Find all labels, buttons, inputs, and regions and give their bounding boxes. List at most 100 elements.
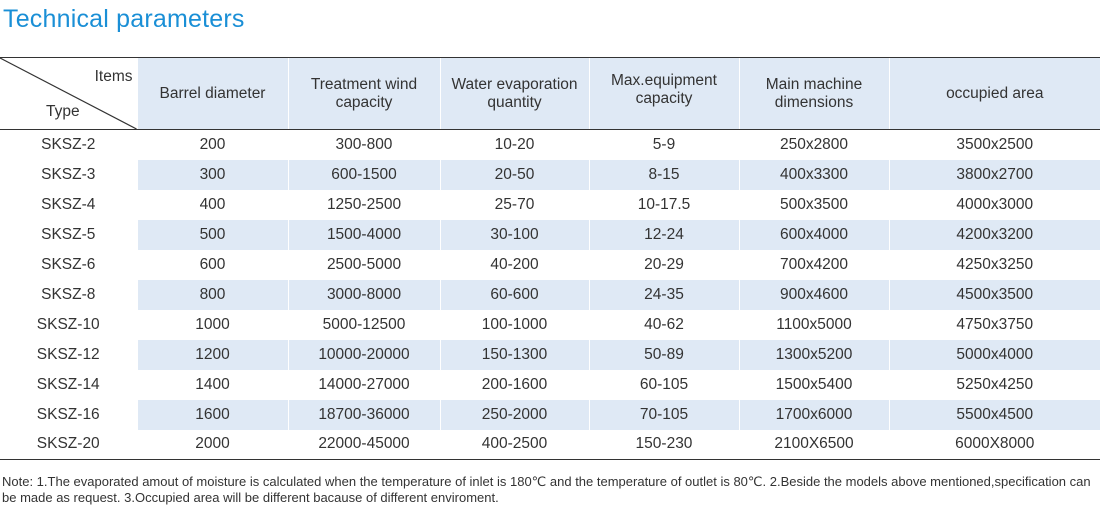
model-cell: SKSZ-14 xyxy=(0,369,137,400)
table-cell: 1600 xyxy=(136,399,288,430)
table-cell: 2000 xyxy=(136,429,288,460)
table-cell: 20-29 xyxy=(588,249,739,280)
table-cell: 1500-4000 xyxy=(287,219,440,250)
table-cell: 800 xyxy=(136,279,288,310)
table-cell: 1500x5400 xyxy=(738,369,889,400)
table-body: SKSZ-2 200 300-800 10-20 5-9 250x2800 3500x250… xyxy=(0,129,1100,460)
table-cell: 4200x3200 xyxy=(888,219,1100,250)
table-cell: 70-105 xyxy=(588,399,739,430)
table-cell: 400x3300 xyxy=(738,159,889,190)
table-header-row: Items Type Barrel diameter Treatment win… xyxy=(0,57,1100,130)
column-header: Main machine dimensions xyxy=(738,57,889,130)
table-cell: 1200 xyxy=(136,339,288,370)
table-cell: 5000x4000 xyxy=(888,339,1100,370)
table-cell: 2500-5000 xyxy=(287,249,440,280)
table-cell: 100-1000 xyxy=(439,309,589,340)
table-cell: 3000-8000 xyxy=(287,279,440,310)
table-cell: 10000-20000 xyxy=(287,339,440,370)
table-cell: 4250x3250 xyxy=(888,249,1100,280)
table-cell: 600-1500 xyxy=(287,159,440,190)
table-cell: 40-62 xyxy=(588,309,739,340)
model-cell: SKSZ-4 xyxy=(0,189,137,220)
table-cell: 3800x2700 xyxy=(888,159,1100,190)
table-cell: 12-24 xyxy=(588,219,739,250)
table-cell: 40-200 xyxy=(439,249,589,280)
table-cell: 10-20 xyxy=(439,129,589,160)
model-cell: SKSZ-6 xyxy=(0,249,137,280)
table-cell: 5-9 xyxy=(588,129,739,160)
table-cell: 300 xyxy=(136,159,288,190)
table-cell: 10-17.5 xyxy=(588,189,739,220)
table-row: SKSZ-20 2000 22000-45000 400-2500 150-230 210… xyxy=(0,429,1100,460)
technical-parameters-table: Items Type Barrel diameter Treatment win… xyxy=(0,57,1100,460)
column-header: Barrel diameter xyxy=(136,57,288,130)
table-cell: 600x4000 xyxy=(738,219,889,250)
model-cell: SKSZ-5 xyxy=(0,219,137,250)
model-cell: SKSZ-3 xyxy=(0,159,137,190)
table-row: SKSZ-8 800 3000-8000 60-600 24-35 900x4600 450… xyxy=(0,279,1100,310)
table-row: SKSZ-3 300 600-1500 20-50 8-15 400x3300 3800x2… xyxy=(0,159,1100,190)
table-cell: 3500x2500 xyxy=(888,129,1100,160)
model-cell: SKSZ-20 xyxy=(0,429,137,460)
table-row: SKSZ-12 1200 10000-20000 150-1300 50-89 1300x… xyxy=(0,339,1100,370)
page-title: Technical parameters xyxy=(3,5,245,33)
table-cell: 25-70 xyxy=(439,189,589,220)
column-header: Treatment wind capacity xyxy=(287,57,440,130)
table-cell: 1700x6000 xyxy=(738,399,889,430)
table-cell: 1300x5200 xyxy=(738,339,889,370)
table-cell: 8-15 xyxy=(588,159,739,190)
table-row: SKSZ-14 1400 14000-27000 200-1600 60-105 1500… xyxy=(0,369,1100,400)
table-cell: 700x4200 xyxy=(738,249,889,280)
table-cell: 5500x4500 xyxy=(888,399,1100,430)
footnote: Note: 1.The evaporated amout of moisture… xyxy=(2,474,1091,505)
table-cell: 14000-27000 xyxy=(287,369,440,400)
model-cell: SKSZ-10 xyxy=(0,309,137,340)
type-label: Type xyxy=(46,103,80,120)
table-cell: 600 xyxy=(136,249,288,280)
column-header: Max.equipment capacity xyxy=(588,57,739,130)
table-cell: 20-50 xyxy=(439,159,589,190)
table-cell: 900x4600 xyxy=(738,279,889,310)
column-header: occupied area xyxy=(888,57,1100,130)
table-row: SKSZ-4 400 1250-2500 25-70 10-17.5 500x3500 40… xyxy=(0,189,1100,220)
table-cell: 200-1600 xyxy=(439,369,589,400)
table-cell: 250-2000 xyxy=(439,399,589,430)
table-cell: 22000-45000 xyxy=(287,429,440,460)
table-cell: 24-35 xyxy=(588,279,739,310)
table-cell: 1250-2500 xyxy=(287,189,440,220)
table-cell: 5250x4250 xyxy=(888,369,1100,400)
table-cell: 30-100 xyxy=(439,219,589,250)
table-cell: 500x3500 xyxy=(738,189,889,220)
table-row: SKSZ-16 1600 18700-36000 250-2000 70-105 1700… xyxy=(0,399,1100,430)
table-cell: 2100X6500 xyxy=(738,429,889,460)
model-cell: SKSZ-12 xyxy=(0,339,137,370)
table-cell: 500 xyxy=(136,219,288,250)
model-cell: SKSZ-16 xyxy=(0,399,137,430)
table-cell: 4000x3000 xyxy=(888,189,1100,220)
model-cell: SKSZ-2 xyxy=(0,129,137,160)
table-cell: 300-800 xyxy=(287,129,440,160)
table-cell: 60-600 xyxy=(439,279,589,310)
table-cell: 400-2500 xyxy=(439,429,589,460)
table-cell: 1000 xyxy=(136,309,288,340)
table-cell: 60-105 xyxy=(588,369,739,400)
table-row: SKSZ-2 200 300-800 10-20 5-9 250x2800 3500x250… xyxy=(0,129,1100,160)
table-cell: 200 xyxy=(136,129,288,160)
table-cell: 4750x3750 xyxy=(888,309,1100,340)
table-cell: 150-1300 xyxy=(439,339,589,370)
table-cell: 1400 xyxy=(136,369,288,400)
table-cell: 250x2800 xyxy=(738,129,889,160)
table-cell: 400 xyxy=(136,189,288,220)
model-cell: SKSZ-8 xyxy=(0,279,137,310)
table-row: SKSZ-6 600 2500-5000 40-200 20-29 700x4200 425… xyxy=(0,249,1100,280)
table-cell: 50-89 xyxy=(588,339,739,370)
table-cell: 5000-12500 xyxy=(287,309,440,340)
table-row: SKSZ-5 500 1500-4000 30-100 12-24 600x4000 420… xyxy=(0,219,1100,250)
table-cell: 6000X8000 xyxy=(888,429,1100,460)
table-cell: 18700-36000 xyxy=(287,399,440,430)
items-label: Items xyxy=(94,68,133,85)
diagonal-divider xyxy=(0,58,137,129)
table-cell: 4500x3500 xyxy=(888,279,1100,310)
column-header: Water evaporation quantity xyxy=(439,57,589,130)
table-row: SKSZ-10 1000 5000-12500 100-1000 40-62 1100x5… xyxy=(0,309,1100,340)
